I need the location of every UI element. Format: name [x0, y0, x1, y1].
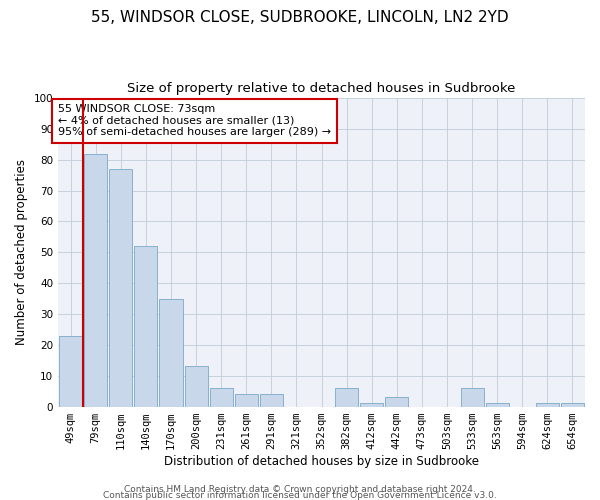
Bar	[335, 388, 358, 406]
Bar	[134, 246, 157, 406]
Bar	[536, 404, 559, 406]
Title: Size of property relative to detached houses in Sudbrooke: Size of property relative to detached ho…	[127, 82, 516, 96]
Bar	[109, 169, 133, 406]
Bar	[209, 388, 233, 406]
Text: 55, WINDSOR CLOSE, SUDBROOKE, LINCOLN, LN2 2YD: 55, WINDSOR CLOSE, SUDBROOKE, LINCOLN, L…	[91, 10, 509, 25]
Bar	[185, 366, 208, 406]
Bar	[360, 404, 383, 406]
Text: Contains public sector information licensed under the Open Government Licence v3: Contains public sector information licen…	[103, 490, 497, 500]
Bar	[235, 394, 258, 406]
Text: Contains HM Land Registry data © Crown copyright and database right 2024.: Contains HM Land Registry data © Crown c…	[124, 485, 476, 494]
Bar	[160, 298, 182, 406]
Bar	[461, 388, 484, 406]
Bar	[561, 404, 584, 406]
Bar	[385, 398, 409, 406]
Y-axis label: Number of detached properties: Number of detached properties	[15, 160, 28, 346]
Text: 55 WINDSOR CLOSE: 73sqm
← 4% of detached houses are smaller (13)
95% of semi-det: 55 WINDSOR CLOSE: 73sqm ← 4% of detached…	[58, 104, 331, 138]
X-axis label: Distribution of detached houses by size in Sudbrooke: Distribution of detached houses by size …	[164, 454, 479, 468]
Bar	[485, 404, 509, 406]
Bar	[260, 394, 283, 406]
Bar	[84, 154, 107, 406]
Bar	[59, 336, 82, 406]
